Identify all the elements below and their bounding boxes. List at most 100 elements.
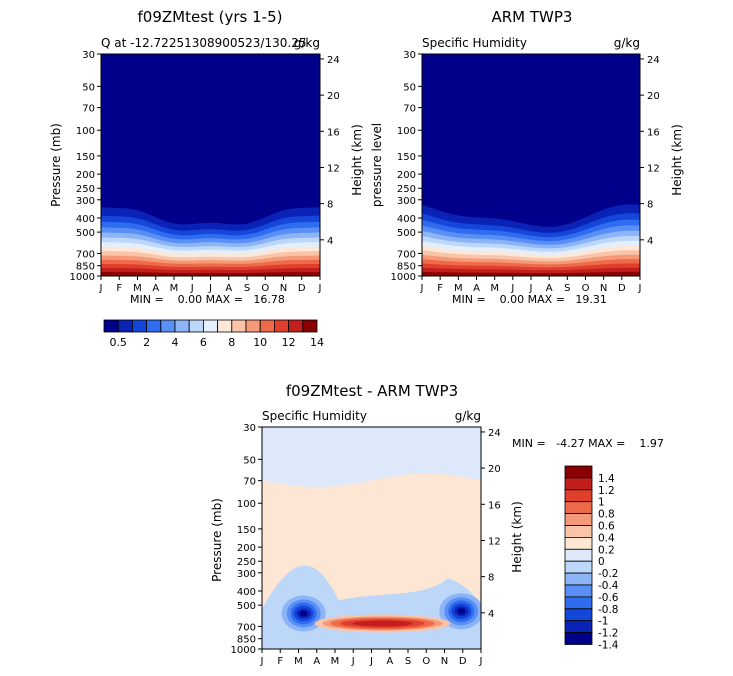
panel-obs-title: ARM TWP3 — [492, 8, 573, 26]
panel-diff-title: f09ZMtest - ARM TWP3 — [286, 382, 458, 400]
panel-model-ylabel: Pressure (mb) — [49, 123, 63, 207]
colorbar-swatch — [564, 489, 593, 503]
colorbar-swatch — [564, 525, 593, 538]
month-tick-label: F — [437, 283, 443, 294]
colorbar-label: 8 — [228, 336, 235, 349]
colorbar-swatch — [564, 608, 593, 622]
colorbar-swatch — [564, 632, 593, 645]
pressure-tick-label: 700 — [397, 249, 416, 260]
colorbar-label: -0.6 — [598, 592, 619, 604]
colorbar-swatch — [103, 319, 119, 333]
panel-diff: f09ZMtest - ARM TWP3 Specific Humidity g… — [210, 382, 664, 667]
colorbar-swatch — [564, 477, 593, 491]
height-tick-label: 8 — [647, 200, 653, 211]
colorbar-swatch — [564, 513, 593, 526]
pressure-tick-label: 1000 — [391, 272, 416, 283]
panel-model-ylabel-right: Height (km) — [350, 124, 364, 195]
panel-diff-units: g/kg — [455, 409, 481, 423]
colorbar-label: -0.8 — [598, 604, 619, 616]
pressure-tick-label: 150 — [397, 152, 416, 163]
colorbar-label: -0.2 — [598, 568, 619, 580]
height-tick-label: 24 — [488, 428, 501, 439]
panel-model-title: f09ZMtest (yrs 1-5) — [138, 8, 283, 26]
colorbar-label: -0.4 — [598, 580, 619, 592]
panel-model: f09ZMtest (yrs 1-5) Q at -12.72251308900… — [49, 8, 364, 306]
height-tick-label: 24 — [647, 55, 660, 66]
month-tick-label: D — [459, 656, 467, 667]
month-tick-label: A — [313, 656, 320, 667]
colorbar-label: 4 — [172, 336, 179, 349]
pressure-tick-label: 300 — [237, 569, 256, 580]
height-tick-label: 4 — [327, 236, 333, 247]
pressure-tick-label: 250 — [237, 557, 256, 568]
colorbar-label: 1.4 — [598, 473, 615, 485]
colorbar-swatch — [564, 572, 593, 586]
month-tick-label: A — [386, 656, 393, 667]
colorbar-label: 0.6 — [598, 521, 615, 533]
pressure-tick-label: 400 — [76, 214, 95, 225]
month-tick-label: M — [454, 283, 463, 294]
colorbar-label: 1.2 — [598, 485, 615, 497]
panel-diff-stats: MIN = -4.27 MAX = 1.97 — [512, 437, 664, 450]
height-tick-label: 20 — [647, 91, 660, 102]
height-tick-label: 12 — [647, 163, 660, 174]
month-tick-label: M — [331, 656, 340, 667]
height-tick-label: 16 — [647, 127, 660, 138]
pressure-tick-label: 100 — [397, 126, 416, 137]
month-tick-label: J — [260, 656, 264, 667]
colorbar-swatch — [202, 319, 218, 333]
month-tick-label: O — [582, 283, 590, 294]
month-tick-label: M — [170, 283, 179, 294]
pressure-tick-label: 400 — [397, 214, 416, 225]
pressure-tick-label: 100 — [76, 126, 95, 137]
month-tick-label: D — [298, 283, 306, 294]
month-tick-label: F — [277, 656, 283, 667]
colorbar-swatch — [188, 319, 204, 333]
month-tick-label: J — [638, 283, 642, 294]
field-band — [422, 271, 640, 276]
height-tick-label: 4 — [488, 609, 494, 620]
pressure-tick-label: 500 — [76, 228, 95, 239]
height-tick-label: 24 — [327, 55, 340, 66]
pressure-tick-label: 500 — [397, 228, 416, 239]
month-tick-label: J — [479, 656, 483, 667]
panel-obs: ARM TWP3 Specific Humidity g/kg 30 50 70 10… — [370, 8, 684, 306]
month-tick-label: J — [208, 283, 212, 294]
pressure-tick-label: 150 — [237, 525, 256, 536]
month-tick-label: J — [318, 283, 322, 294]
month-tick-label: J — [420, 283, 424, 294]
month-tick-label: J — [190, 283, 194, 294]
colorbar-swatch — [146, 319, 162, 333]
month-tick-label: A — [546, 283, 553, 294]
pressure-tick-label: 300 — [76, 196, 95, 207]
colorbar-swatch — [564, 620, 593, 634]
colorbar-swatch — [564, 501, 593, 515]
colorbar-label: 0.8 — [598, 509, 615, 521]
month-tick-label: F — [116, 283, 122, 294]
panel-diff-subtitle: Specific Humidity — [262, 409, 367, 423]
colorbar-swatch — [273, 319, 289, 333]
height-tick-label: 8 — [327, 200, 333, 211]
panel-obs-units: g/kg — [614, 36, 640, 50]
height-tick-label: 20 — [327, 91, 340, 102]
pressure-tick-label: 70 — [82, 104, 95, 115]
panel-model-units: g/kg — [294, 36, 320, 50]
colorbar-swatch — [245, 319, 261, 333]
pressure-tick-label: 400 — [237, 587, 256, 598]
pressure-tick-label: 70 — [243, 477, 256, 488]
month-tick-label: M — [294, 656, 303, 667]
colorbar-swatch — [231, 319, 247, 333]
pressure-tick-label: 150 — [76, 152, 95, 163]
colorbar-label: 0 — [598, 556, 605, 568]
month-tick-label: N — [441, 656, 448, 667]
pressure-tick-label: 200 — [237, 543, 256, 554]
month-tick-label: N — [280, 283, 287, 294]
month-tick-label: S — [244, 283, 250, 294]
pressure-tick-label: 50 — [82, 82, 95, 93]
colorbar-swatch — [160, 319, 176, 333]
month-tick-label: O — [261, 283, 269, 294]
colorbar-swatch — [564, 465, 593, 479]
pressure-tick-label: 70 — [403, 104, 416, 115]
